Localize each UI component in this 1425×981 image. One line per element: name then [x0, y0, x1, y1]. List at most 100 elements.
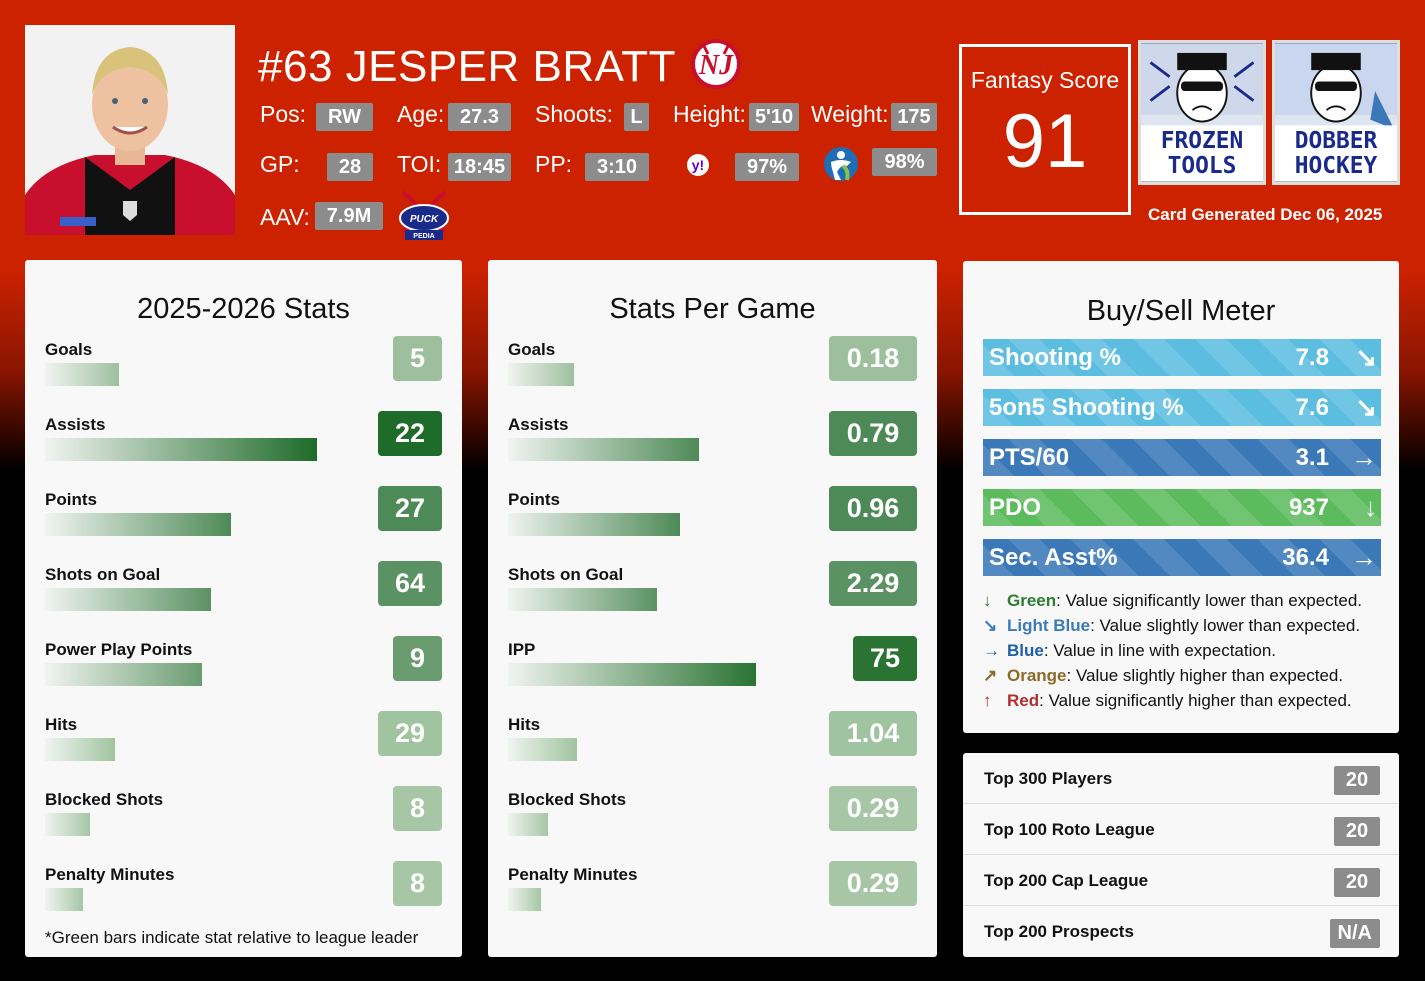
legend-key: Orange	[1007, 666, 1067, 685]
legend-key: Blue	[1007, 641, 1044, 660]
meter-row: Shooting % 7.8 ↘	[983, 339, 1381, 376]
yahoo-value: 97%	[735, 153, 799, 181]
svg-text:NJ: NJ	[698, 50, 734, 81]
meter-row: 5on5 Shooting % 7.6 ↘	[983, 389, 1381, 426]
season-stats-panel: 2025-2026 Stats Goals 5 Assists 22 Points 27 S…	[25, 260, 462, 957]
legend-text: : Value significantly higher than expect…	[1039, 691, 1352, 710]
stat-value: 0.96	[829, 486, 917, 531]
meter-value: 7.6	[1295, 394, 1329, 421]
stat-label: Hits	[508, 715, 541, 734]
shoots-value: L	[624, 103, 649, 131]
legend-arrow-icon: ↗	[983, 666, 998, 685]
legend-text: : Value slightly lower than expected.	[1090, 616, 1361, 635]
stat-bar	[508, 813, 548, 836]
pos-value: RW	[316, 103, 373, 131]
gp-value: 28	[327, 153, 373, 181]
stat-bar	[45, 588, 211, 611]
toi-label: TOI:	[397, 151, 442, 177]
frozen-tools-logo[interactable]: FROZEN TOOLS	[1138, 40, 1266, 185]
meter-value: 36.4	[1282, 544, 1329, 571]
stat-value: 0.29	[829, 861, 917, 906]
stat-value: 8	[393, 786, 442, 831]
meter-label: Shooting %	[989, 344, 1121, 371]
stat-value: 0.18	[829, 336, 917, 381]
stat-label: Hits	[45, 715, 78, 734]
ranking-row: Top 200 Prospects N/A	[963, 906, 1399, 957]
fantasy-score-value: 91	[1002, 99, 1088, 184]
meter-label: Sec. Asst%	[989, 544, 1118, 571]
meter-row: Sec. Asst% 36.4 →	[983, 539, 1381, 576]
season-stats-title: 2025-2026 Stats	[137, 293, 350, 325]
pp-value: 3:10	[585, 153, 649, 181]
stat-value: 64	[378, 561, 442, 606]
stat-label: Assists	[508, 415, 569, 434]
ranking-value: 20	[1334, 817, 1380, 846]
svg-text:y!: y!	[692, 157, 704, 173]
weight-label: Weight:	[811, 101, 889, 127]
stat-label: Assists	[45, 415, 106, 434]
gp-label: GP:	[260, 151, 300, 177]
meter-row: PTS/60 3.1 →	[983, 439, 1381, 476]
height-value: 5'10	[749, 103, 799, 131]
card-generated-date: Card Generated Dec 06, 2025	[1148, 205, 1383, 224]
espn-icon	[823, 146, 859, 187]
stat-value: 2.29	[829, 561, 917, 606]
stat-bar	[508, 888, 541, 911]
ranking-label: Top 100 Roto League	[984, 820, 1155, 839]
stat-value: 1.04	[829, 711, 917, 756]
meter-value: 3.1	[1295, 444, 1329, 471]
stat-label: Blocked Shots	[45, 790, 164, 809]
ranking-label: Top 200 Prospects	[984, 922, 1134, 941]
meter-arrow-icon: ↓	[1364, 492, 1377, 522]
legend-row: → Blue: Value in line with expectation.	[983, 641, 1276, 661]
pp-label: PP:	[535, 151, 573, 177]
stat-bar	[508, 363, 574, 386]
svg-text:TOOLS: TOOLS	[1168, 153, 1237, 179]
stat-bar	[45, 888, 83, 911]
stat-label: Penalty Minutes	[45, 865, 175, 884]
ranking-value: N/A	[1329, 919, 1380, 948]
stat-value: 27	[378, 486, 442, 531]
ranking-row: Top 200 Cap League 20	[963, 855, 1399, 906]
age-value: 27.3	[448, 103, 511, 131]
stat-bar	[45, 513, 231, 536]
legend-arrow-icon: ↑	[983, 691, 992, 710]
legend-text: : Value in line with expectation.	[1043, 641, 1276, 660]
legend-row: ↓ Green: Value significantly lower than e…	[983, 591, 1362, 611]
ranking-value: 20	[1334, 868, 1380, 897]
svg-text:HOCKEY: HOCKEY	[1295, 153, 1378, 179]
meter-value: 937	[1288, 494, 1329, 521]
stat-label: IPP	[508, 640, 536, 659]
per-game-stats-title: Stats Per Game	[609, 293, 816, 325]
legend-arrow-icon: →	[983, 641, 1000, 660]
pos-label: Pos:	[260, 101, 307, 127]
stat-label: Goals	[45, 340, 93, 359]
puckpedia-logo-icon: PUCK PEDIA	[391, 188, 457, 251]
legend-key: Green	[1007, 591, 1057, 610]
per-game-stats-panel: Stats Per Game Goals 0.18 Assists 0.79 Point…	[488, 260, 937, 957]
toi-value: 18:45	[448, 153, 511, 181]
stat-bar	[508, 513, 680, 536]
stat-bar	[45, 363, 119, 386]
ranking-label: Top 300 Players	[984, 769, 1113, 788]
meter-row: PDO 937 ↓	[983, 489, 1381, 526]
fantasy-score-box: Fantasy Score 91	[959, 44, 1131, 215]
rankings-panel: Top 300 Players 20 Top 100 Roto League 20 To…	[963, 753, 1399, 957]
age-label: Age:	[397, 101, 445, 127]
dobber-hockey-logo[interactable]: DOBBER HOCKEY	[1272, 40, 1400, 185]
player-name: #63 JESPER BRATT	[258, 42, 676, 91]
svg-text:DOBBER: DOBBER	[1295, 128, 1378, 154]
stat-value: 0.79	[829, 411, 917, 456]
stat-label: Penalty Minutes	[508, 865, 638, 884]
stat-value: 8	[393, 861, 442, 906]
devils-logo-icon: NJ	[690, 38, 742, 90]
stat-value: 5	[393, 336, 442, 381]
legend-text: : Value significantly lower than expecte…	[1056, 591, 1362, 610]
stats-footnote: *Green bars indicate stat relative to le…	[45, 928, 419, 947]
legend-row: ↘ Light Blue: Value slightly lower than e…	[983, 616, 1360, 636]
meter-arrow-icon: →	[1351, 442, 1377, 472]
svg-text:PUCK: PUCK	[410, 214, 439, 225]
stat-bar	[45, 813, 90, 836]
ranking-label: Top 200 Cap League	[984, 871, 1149, 890]
weight-value: 175	[891, 103, 937, 131]
